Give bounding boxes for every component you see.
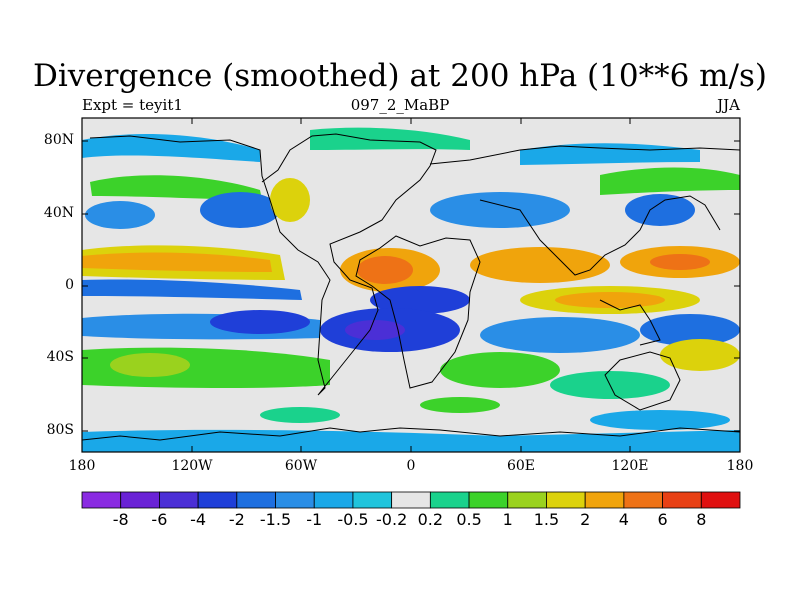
contour-region: [555, 292, 665, 308]
x-tick-label: 120W: [171, 458, 213, 474]
contour-region: [345, 320, 405, 340]
x-tick-label: 180: [726, 458, 754, 474]
contour-region: [590, 410, 730, 430]
colorbar-label: 6: [657, 510, 668, 529]
contour-region: [200, 192, 280, 228]
contour-region: [625, 194, 695, 226]
contour-region: [480, 317, 640, 353]
contour-region: [310, 127, 470, 150]
colorbar-swatch: [623, 491, 663, 509]
contour-region: [82, 279, 302, 300]
colorbar-swatch: [546, 491, 586, 509]
colorbar-swatch: [313, 491, 354, 509]
colorbar-swatch: [197, 491, 238, 509]
colorbar-swatch: [429, 491, 470, 509]
colorbar-swatch: [81, 491, 122, 509]
contour-region: [370, 286, 470, 314]
contour-region: [640, 314, 740, 346]
x-tick-label: 0: [406, 458, 416, 474]
contour-region: [357, 256, 413, 284]
y-tick-label: 0: [65, 277, 74, 293]
colorbar-label: -1.5: [259, 510, 292, 529]
colorbar-label: -1: [306, 510, 323, 529]
contour-region: [420, 397, 500, 413]
contour-region: [82, 429, 740, 452]
colorbar-label: 1.5: [533, 510, 560, 529]
x-tick-label: 60W: [284, 458, 318, 474]
colorbar-label: -0.2: [376, 510, 408, 529]
x-tick-label: 120E: [611, 458, 649, 474]
colorbar-label: 2: [580, 510, 591, 529]
colorbar-swatch: [507, 491, 547, 509]
y-tick-label: 40N: [43, 205, 74, 221]
contour-region: [90, 175, 262, 200]
colorbar-label: 8: [696, 510, 707, 529]
colorbar-swatch: [352, 491, 393, 509]
contour-region: [650, 254, 710, 270]
colorbar-swatch: [662, 491, 702, 509]
colorbar-label: -6: [151, 510, 168, 529]
plot-title: Divergence (smoothed) at 200 hPa (10**6 …: [33, 58, 767, 94]
y-tick-label: 40S: [46, 349, 74, 365]
colorbar-swatch: [391, 491, 431, 509]
colorbar-swatch: [584, 491, 625, 509]
colorbar-label: -2: [228, 510, 245, 529]
divergence-field: [82, 118, 740, 452]
colorbar-swatch: [468, 491, 509, 509]
contour-region: [520, 143, 700, 165]
x-tick-label: 180: [68, 458, 96, 474]
experiment-label: Expt = teyit1: [82, 96, 183, 114]
y-tick-label: 80N: [43, 132, 74, 148]
y-tick-label: 80S: [46, 422, 74, 438]
contour-region: [270, 178, 310, 222]
colorbar: [81, 491, 741, 509]
colorbar-swatch: [236, 491, 276, 509]
colorbar-swatch: [120, 491, 160, 509]
colorbar-label: 4: [618, 510, 629, 529]
contour-region: [660, 339, 740, 371]
colorbar-label: 0.5: [456, 510, 482, 529]
colorbar-label: 0.2: [417, 510, 444, 529]
colorbar-label: -8: [112, 510, 129, 529]
colorbar-label: -0.5: [337, 510, 369, 529]
x-tick-label: 60E: [506, 458, 536, 474]
contour-region: [600, 167, 740, 195]
contour-region: [210, 310, 310, 334]
season-label: JJA: [717, 96, 740, 114]
coastlines: [82, 133, 740, 441]
tick-marks: [82, 118, 740, 452]
contour-region: [85, 201, 155, 229]
contour-region: [110, 353, 190, 377]
colorbar-label: 1: [502, 510, 513, 529]
colorbar-label: -4: [190, 510, 207, 529]
contour-region: [470, 247, 610, 283]
colorbar-swatch: [700, 491, 741, 509]
colorbar-swatch: [159, 491, 199, 509]
contour-region: [260, 407, 340, 423]
contour-region: [440, 352, 560, 388]
run-id-label: 097_2_MaBP: [350, 96, 450, 114]
contour-region: [82, 252, 272, 272]
colorbar-swatch: [275, 491, 315, 509]
contour-region: [430, 192, 570, 228]
